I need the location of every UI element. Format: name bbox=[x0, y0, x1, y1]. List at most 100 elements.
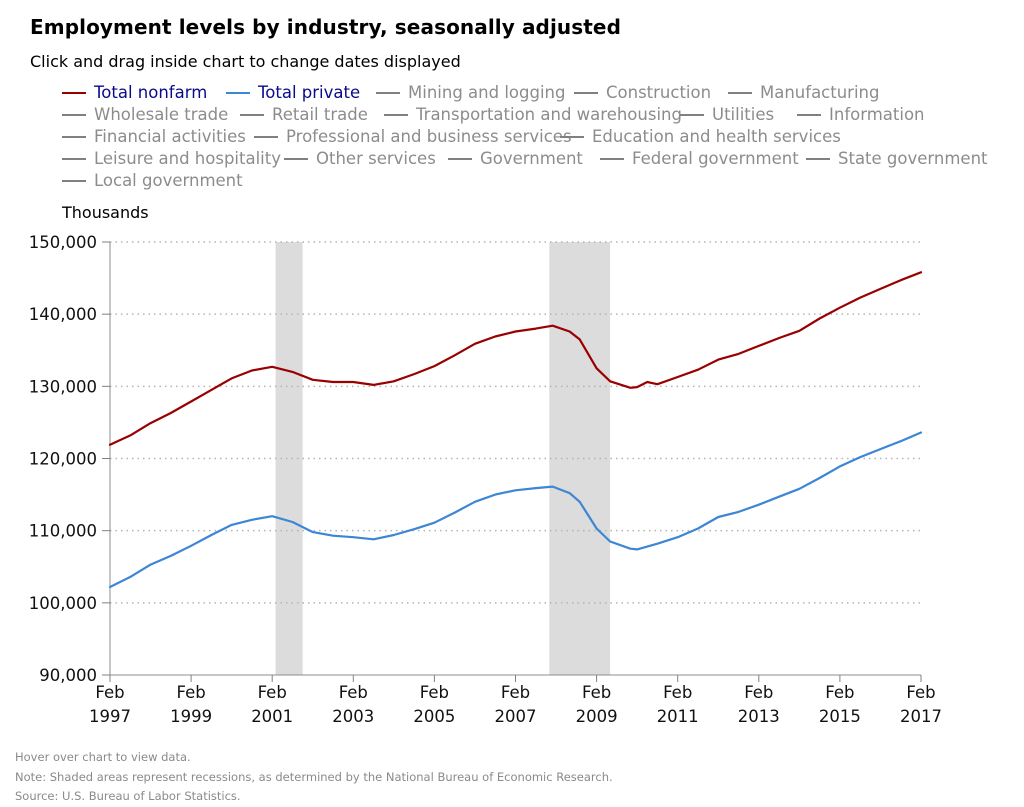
legend-item-federal-government[interactable]: Federal government bbox=[600, 148, 799, 170]
legend-label: Local government bbox=[94, 171, 243, 190]
legend-item-manufacturing[interactable]: Manufacturing bbox=[728, 82, 879, 104]
legend-item-financial-activities[interactable]: Financial activities bbox=[62, 126, 246, 148]
source-note: Source: U.S. Bureau of Labor Statistics. bbox=[15, 789, 241, 803]
chart-instructions: Click and drag inside chart to change da… bbox=[30, 52, 461, 71]
legend-label: Federal government bbox=[632, 149, 799, 168]
legend-item-total-private[interactable]: Total private bbox=[226, 82, 360, 104]
x-tick-label: Feb bbox=[95, 683, 124, 702]
legend-row: Financial activities Professional and bu… bbox=[62, 126, 1012, 148]
legend-item-information[interactable]: Information bbox=[797, 104, 925, 126]
x-tick-label: Feb bbox=[663, 683, 692, 702]
x-tick-label: 1999 bbox=[170, 707, 212, 726]
y-tick-label: 110,000 bbox=[29, 522, 97, 541]
legend-label: Total private bbox=[258, 83, 361, 102]
legend-swatch bbox=[806, 157, 830, 160]
legend-label: Education and health services bbox=[592, 127, 841, 146]
legend-item-government[interactable]: Government bbox=[448, 148, 583, 170]
x-tick-label: Feb bbox=[258, 683, 287, 702]
x-tick-label: 2001 bbox=[251, 707, 293, 726]
chart-title: Employment levels by industry, seasonall… bbox=[30, 15, 622, 39]
legend-item-wholesale-trade[interactable]: Wholesale trade bbox=[62, 104, 228, 126]
legend-label: Financial activities bbox=[94, 127, 246, 146]
series-line-total-nonfarm bbox=[108, 271, 923, 446]
legend-label: Leisure and hospitality bbox=[94, 149, 281, 168]
y-tick-label: 130,000 bbox=[29, 377, 97, 396]
x-tick-label: Feb bbox=[744, 683, 773, 702]
legend-swatch bbox=[62, 91, 86, 94]
legend-label: Government bbox=[480, 149, 583, 168]
y-axis-units-label: Thousands bbox=[62, 203, 149, 222]
hover-hint: Hover over chart to view data. bbox=[15, 750, 191, 764]
x-tick-label: Feb bbox=[501, 683, 530, 702]
x-tick-label: Feb bbox=[176, 683, 205, 702]
x-tick-label: Feb bbox=[339, 683, 368, 702]
legend-item-state-government[interactable]: State government bbox=[806, 148, 988, 170]
legend-item-local-government[interactable]: Local government bbox=[62, 170, 243, 192]
x-tick-label: Feb bbox=[420, 683, 449, 702]
x-tick-label: 2005 bbox=[413, 707, 455, 726]
recession-band bbox=[275, 242, 303, 675]
y-tick-label: 140,000 bbox=[29, 305, 97, 324]
legend-item-mining-and-logging[interactable]: Mining and logging bbox=[376, 82, 565, 104]
legend-swatch bbox=[384, 113, 408, 116]
legend-label: Manufacturing bbox=[760, 83, 880, 102]
legend-swatch bbox=[240, 113, 264, 116]
legend-swatch bbox=[448, 157, 472, 160]
legend-label: Utilities bbox=[712, 105, 775, 124]
x-tick-label: 2007 bbox=[495, 707, 537, 726]
legend-swatch bbox=[600, 157, 624, 160]
legend-item-leisure-and-hospitality[interactable]: Leisure and hospitality bbox=[62, 148, 281, 170]
legend-swatch bbox=[728, 91, 752, 94]
legend-label: State government bbox=[838, 149, 988, 168]
legend-label: Professional and business services bbox=[286, 127, 572, 146]
legend-swatch bbox=[376, 91, 400, 94]
legend: Total nonfarm Total private Mining and l… bbox=[62, 82, 1012, 192]
legend-item-education-and-health-services[interactable]: Education and health services bbox=[560, 126, 841, 148]
y-tick-label: 120,000 bbox=[29, 450, 97, 469]
legend-swatch bbox=[62, 113, 86, 116]
x-tick-label: 2003 bbox=[332, 707, 374, 726]
legend-item-other-services[interactable]: Other services bbox=[284, 148, 436, 170]
legend-label: Total nonfarm bbox=[94, 83, 208, 102]
chart-notes: Hover over chart to view data. Note: Sha… bbox=[15, 748, 613, 807]
x-tick-label: 2017 bbox=[900, 707, 942, 726]
recession-note: Note: Shaded areas represent recessions,… bbox=[15, 769, 613, 784]
legend-swatch bbox=[254, 135, 278, 138]
legend-label: Information bbox=[829, 105, 925, 124]
x-tick-label: 2015 bbox=[819, 707, 861, 726]
legend-swatch bbox=[284, 157, 308, 160]
legend-label: Mining and logging bbox=[408, 83, 566, 102]
legend-swatch bbox=[62, 179, 86, 182]
legend-label: Construction bbox=[606, 83, 712, 102]
legend-label: Retail trade bbox=[272, 105, 368, 124]
legend-item-utilities[interactable]: Utilities bbox=[680, 104, 774, 126]
legend-item-construction[interactable]: Construction bbox=[574, 82, 711, 104]
x-tick-label: Feb bbox=[825, 683, 854, 702]
x-tick-label: Feb bbox=[906, 683, 935, 702]
line-chart[interactable]: 90,000 100,000 110,000 120,000 130,000 140,00… bbox=[0, 0, 1024, 745]
legend-swatch bbox=[62, 135, 86, 138]
legend-label: Transportation and warehousing bbox=[416, 105, 682, 124]
legend-label: Other services bbox=[316, 149, 436, 168]
legend-item-transportation-and-warehousing[interactable]: Transportation and warehousing bbox=[384, 104, 682, 126]
series-line-total-private bbox=[108, 431, 923, 589]
legend-swatch bbox=[680, 113, 704, 116]
legend-swatch bbox=[62, 157, 86, 160]
legend-swatch bbox=[226, 91, 250, 94]
y-tick-label: 150,000 bbox=[29, 233, 97, 252]
legend-row: Wholesale trade Retail trade Transportat… bbox=[62, 104, 1012, 126]
x-tick-label: 2011 bbox=[657, 707, 699, 726]
legend-row: Total nonfarm Total private Mining and l… bbox=[62, 82, 1012, 104]
x-tick-label: 1997 bbox=[89, 707, 131, 726]
legend-row: Leisure and hospitality Other services G… bbox=[62, 148, 1012, 170]
legend-swatch bbox=[797, 113, 821, 116]
legend-item-total-nonfarm[interactable]: Total nonfarm bbox=[62, 82, 207, 104]
x-tick-label: Feb bbox=[582, 683, 611, 702]
legend-swatch bbox=[574, 91, 598, 94]
x-tick-label: 2013 bbox=[738, 707, 780, 726]
x-tick-label: 2009 bbox=[576, 707, 618, 726]
legend-row: Local government bbox=[62, 170, 1012, 192]
legend-label: Wholesale trade bbox=[94, 105, 229, 124]
legend-item-retail-trade[interactable]: Retail trade bbox=[240, 104, 368, 126]
legend-item-professional-and-business-services[interactable]: Professional and business services bbox=[254, 126, 572, 148]
